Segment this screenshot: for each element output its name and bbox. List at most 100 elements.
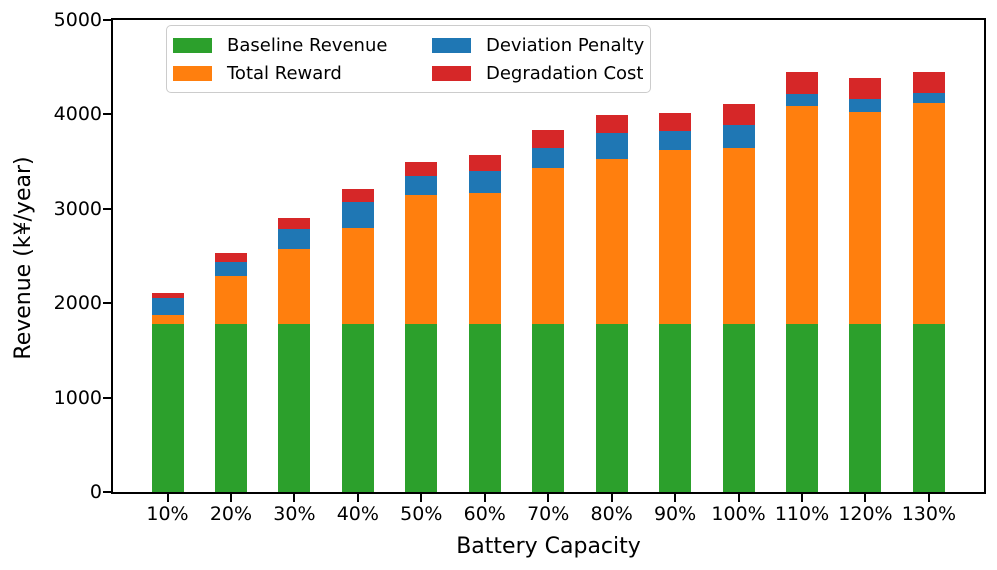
bar-110-	[786, 71, 818, 492]
x-tick-mark	[674, 494, 677, 502]
bar-segment-deviation-penalty	[278, 228, 311, 250]
bar-segment-total-reward	[341, 227, 374, 324]
bar-segment-baseline-revenue	[786, 323, 818, 492]
bar-segment-degradation-cost	[659, 112, 692, 131]
bar-segment-total-reward	[659, 149, 692, 324]
legend-item-deviation-penalty: Deviation Penalty	[432, 31, 644, 59]
bar-segment-total-reward	[786, 106, 818, 324]
bar-segment-baseline-revenue	[468, 323, 501, 492]
x-tick-label-110-: 110%	[774, 503, 830, 525]
bar-segment-deviation-penalty	[595, 132, 628, 159]
legend-label: Total Reward	[227, 62, 342, 84]
bar-segment-baseline-revenue	[151, 323, 184, 492]
bar-segment-deviation-penalty	[786, 94, 818, 107]
x-tick-label-40-: 40%	[336, 503, 379, 525]
x-tick-mark	[801, 494, 803, 502]
legend-swatch-degradation-cost	[432, 65, 471, 81]
legend: Baseline Revenue Total Reward Deviation Pe…	[166, 25, 651, 93]
y-axis-label: Revenue (k¥/year)	[11, 156, 36, 360]
bar-segment-deviation-penalty	[405, 176, 438, 195]
legend-swatch-total-reward	[173, 65, 212, 81]
bar-segment-deviation-penalty	[468, 170, 501, 193]
x-tick-label-80-: 80%	[590, 503, 633, 525]
bar-segment-total-reward	[278, 249, 311, 324]
y-tick-label-0: 0	[89, 481, 102, 503]
y-tick-mark	[103, 113, 111, 116]
bar-segment-deviation-penalty	[722, 124, 755, 148]
x-tick-label-60-: 60%	[463, 503, 506, 525]
bar-50-	[405, 162, 438, 492]
legend-label: Deviation Penalty	[486, 34, 645, 56]
bar-segment-deviation-penalty	[214, 261, 247, 276]
x-tick-mark	[737, 494, 740, 502]
x-tick-label-20-: 20%	[209, 503, 253, 525]
bar-10-	[151, 292, 184, 492]
y-tick-mark	[103, 491, 111, 493]
bar-segment-degradation-cost	[849, 77, 882, 99]
y-tick-mark	[103, 19, 111, 21]
bar-segment-baseline-revenue	[341, 323, 374, 492]
legend-item-degradation-cost: Degradation Cost	[432, 59, 644, 87]
x-tick-label-120-: 120%	[838, 503, 893, 525]
x-tick-label-10-: 10%	[146, 503, 189, 525]
y-tick-label-3000: 3000	[53, 197, 102, 220]
bar-segment-deviation-penalty	[912, 93, 945, 104]
bar-100-	[722, 104, 755, 492]
bar-60-	[468, 154, 501, 492]
bar-segment-baseline-revenue	[405, 323, 438, 492]
bar-segment-degradation-cost	[341, 189, 374, 202]
bar-segment-degradation-cost	[912, 72, 945, 94]
bar-130-	[912, 72, 945, 492]
x-tick-mark	[483, 494, 486, 502]
y-tick-label-1000: 1000	[53, 386, 102, 409]
bar-20-	[214, 253, 247, 492]
legend-label: Degradation Cost	[486, 62, 644, 84]
bar-30-	[278, 218, 311, 492]
legend-swatch-deviation-penalty	[432, 37, 471, 53]
bar-segment-total-reward	[532, 167, 565, 324]
bar-segment-deviation-penalty	[659, 130, 692, 150]
y-tick-mark	[103, 302, 111, 305]
legend-item-baseline-revenue: Baseline Revenue	[173, 31, 432, 59]
bar-40-	[341, 189, 374, 492]
y-tick-label-5000: 5000	[53, 9, 102, 31]
bar-segment-deviation-penalty	[341, 201, 374, 228]
x-tick-mark	[356, 494, 359, 502]
x-tick-mark	[166, 494, 169, 502]
bar-segment-total-reward	[151, 314, 184, 324]
bar-segment-baseline-revenue	[278, 323, 311, 492]
x-tick-mark	[864, 494, 867, 502]
bar-segment-total-reward	[405, 194, 438, 324]
bar-segment-degradation-cost	[532, 130, 565, 148]
bar-segment-baseline-revenue	[214, 323, 247, 492]
x-tick-label-90-: 90%	[653, 503, 697, 525]
y-tick-label-4000: 4000	[53, 103, 102, 126]
bar-segment-baseline-revenue	[659, 323, 692, 492]
x-tick-mark	[229, 494, 232, 502]
bar-segment-total-reward	[912, 103, 945, 324]
bar-segment-degradation-cost	[595, 115, 628, 133]
x-tick-mark	[420, 494, 423, 502]
bar-segment-deviation-penalty	[532, 147, 565, 168]
x-axis-label: Battery Capacity	[456, 534, 641, 559]
x-tick-label-100-: 100%	[711, 503, 766, 525]
bar-segment-total-reward	[849, 112, 882, 324]
bar-segment-baseline-revenue	[912, 323, 945, 492]
plot-area: Baseline Revenue Total Reward Deviation Pe…	[103, 18, 986, 502]
bar-segment-degradation-cost	[278, 218, 311, 229]
bar-segment-deviation-penalty	[151, 298, 184, 315]
x-tick-label-70-: 70%	[527, 503, 570, 525]
bar-segment-degradation-cost	[786, 71, 818, 95]
bar-segment-total-reward	[214, 275, 247, 324]
bar-segment-degradation-cost	[214, 253, 247, 262]
bar-70-	[532, 130, 565, 492]
x-tick-label-30-: 30%	[273, 503, 316, 525]
x-tick-mark	[927, 494, 930, 502]
bar-80-	[595, 115, 628, 492]
bar-segment-degradation-cost	[405, 162, 438, 177]
bar-segment-baseline-revenue	[532, 323, 565, 492]
x-tick-mark	[547, 494, 550, 502]
x-tick-label-130-: 130%	[901, 503, 957, 525]
legend-label: Baseline Revenue	[227, 34, 388, 56]
bar-segment-total-reward	[468, 192, 501, 324]
